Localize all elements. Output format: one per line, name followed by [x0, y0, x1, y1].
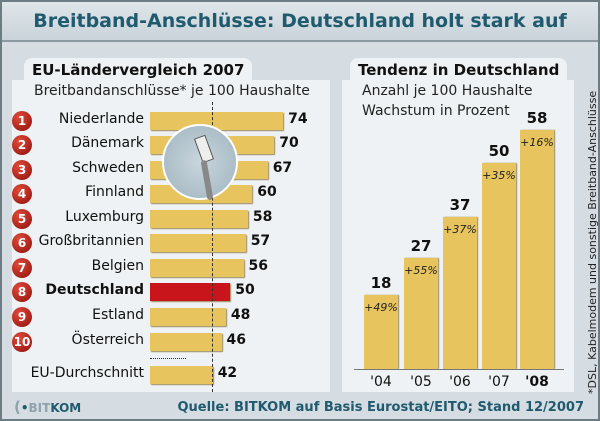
value-label: 60	[257, 184, 277, 200]
country-label: EU-Durchschnitt	[30, 365, 144, 381]
value-label: 58	[252, 209, 273, 225]
country-label: Dänemark	[71, 135, 144, 151]
bitkom-logo: (•BITKOM	[14, 398, 82, 416]
bar-row: 8 Deutschland 50	[2, 280, 332, 304]
x-tick-label: '08	[525, 374, 549, 390]
bar	[150, 333, 222, 351]
country-label: Belgien	[91, 258, 144, 274]
growth-label: +49%	[364, 300, 398, 314]
rank-badge: 8	[12, 282, 32, 302]
eu-average-line	[212, 102, 213, 392]
rank-badge: 2	[12, 135, 32, 155]
bar-row: 4 Finnland 60	[2, 182, 332, 206]
bar	[150, 259, 244, 277]
x-axis-line	[354, 369, 564, 370]
bar-row: 5 Luxemburg 58	[2, 207, 332, 231]
growth-label: +16%	[520, 136, 554, 150]
bar-row: 6 Großbritannien 57	[2, 231, 332, 255]
bar-row: 9 Estland 48	[2, 305, 332, 329]
bar	[482, 163, 516, 369]
bar-row: 10 Österreich 46	[2, 330, 332, 354]
value-label: 18	[370, 273, 392, 292]
country-label: Finnland	[85, 184, 144, 200]
country-label: Estland	[92, 307, 144, 323]
logo-icon: (	[14, 398, 21, 416]
x-tick-label: '07	[488, 374, 510, 390]
x-tick-label: '05	[410, 374, 432, 390]
de-chart-subtitle-2: Wachstum in Prozent	[362, 103, 510, 119]
de-chart-title: Tendenz in Deutschland	[350, 58, 568, 82]
value-label: 42	[217, 365, 238, 381]
x-tick-label: '04	[370, 374, 392, 390]
growth-label: +55%	[404, 263, 438, 277]
value-label: 58	[526, 109, 548, 128]
bar	[150, 308, 226, 326]
country-label: Niederlande	[58, 111, 144, 127]
bar	[150, 112, 284, 130]
value-label: 50	[235, 282, 255, 298]
bar	[443, 216, 477, 369]
value-label: 50	[488, 142, 510, 160]
bar	[364, 294, 398, 369]
country-label: Luxemburg	[65, 209, 144, 225]
bar-row: 7 Belgien 56	[2, 256, 332, 280]
rank-badge: 4	[12, 184, 32, 204]
cable-plug-illustration	[162, 124, 238, 201]
value-label: 67	[272, 160, 293, 176]
de-chart-subtitle-1: Anzahl je 100 Haushalte	[362, 83, 533, 99]
footnote: *DSL, Kabelmodem und sonstige Breitband-…	[586, 90, 599, 394]
country-label: Großbritannien	[38, 233, 144, 249]
separator	[150, 358, 186, 359]
value-label: 57	[250, 233, 271, 249]
rank-badge: 5	[12, 209, 32, 229]
eu-chart-title: EU-Ländervergleich 2007	[24, 58, 253, 82]
value-label: 48	[230, 307, 251, 323]
value-label: 74	[288, 111, 308, 127]
country-label: Schweden	[72, 160, 144, 176]
bar	[404, 257, 438, 369]
bar	[150, 234, 246, 252]
rank-badge: 9	[12, 307, 32, 327]
rank-badge: 1	[12, 111, 32, 131]
source-note: Quelle: BITKOM auf Basis Eurostat/EITO; …	[177, 400, 584, 415]
bar	[150, 210, 248, 228]
growth-label: +37%	[443, 222, 477, 236]
bar-row: EU-Durchschnitt 42	[2, 363, 332, 387]
bar-row: 1 Niederlande 74	[2, 109, 332, 133]
value-label: 70	[279, 135, 299, 151]
rank-badge: 7	[12, 258, 32, 278]
rank-badge: 10	[12, 332, 32, 352]
bar	[150, 283, 231, 301]
growth-label: +35%	[482, 169, 516, 182]
value-label: 46	[226, 332, 246, 348]
infographic-title: Breitband-Anschlüsse: Deutschland holt s…	[2, 2, 598, 42]
value-label: 56	[248, 258, 268, 274]
rank-badge: 6	[12, 233, 32, 253]
x-tick-label: '06	[449, 374, 471, 390]
country-label: Deutschland	[45, 282, 144, 298]
bar	[520, 130, 554, 369]
value-label: 37	[449, 195, 471, 214]
country-label: Österreich	[71, 332, 144, 348]
bar	[150, 366, 213, 384]
eu-chart-subtitle: Breitbandanschlüsse* je 100 Haushalte	[34, 83, 310, 99]
value-label: 27	[410, 236, 432, 255]
rank-badge: 3	[12, 160, 32, 180]
